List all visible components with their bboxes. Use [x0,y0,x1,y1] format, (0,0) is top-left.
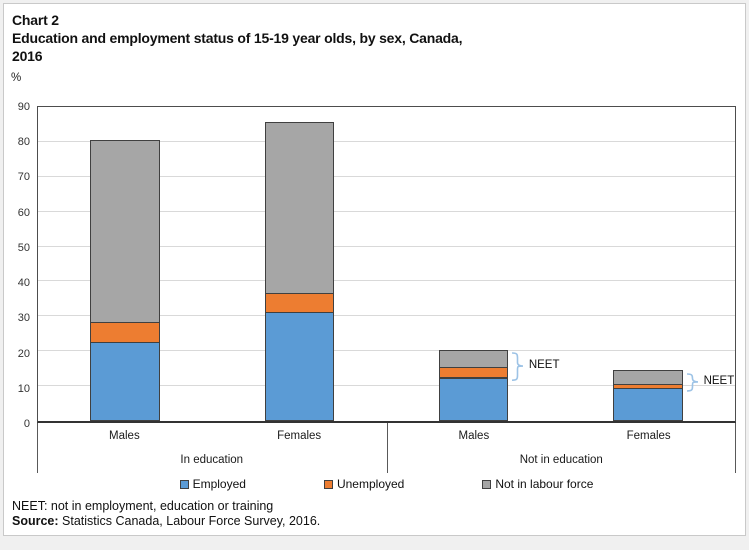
y-tick-label-90: 90 [17,101,30,113]
chart-number-label: Chart 2 [12,12,59,28]
group-axis-row: In education Not in education [37,454,736,470]
plot-area [37,106,736,423]
y-tick-label-30: 30 [17,312,30,325]
group-label-1: Not in education [519,454,603,466]
bar-segment-unemployed [438,366,509,379]
neet-brace-icon [511,352,523,381]
source-label: Source: [12,514,59,528]
gridline-70 [38,175,735,177]
bar-segment-unemployed [90,322,160,343]
legend-item-not-in-labour-force: Not in labour force [482,477,593,491]
bar-segment-employed [90,341,160,421]
source-note: Source: Statistics Canada, Labour Force … [12,514,320,529]
legend-swatch-not-in-labour-force [482,479,492,489]
y-tick-label-0: 0 [23,418,30,430]
bar-segment-unemployed [264,293,335,313]
y-tick-label-10: 10 [17,382,30,395]
neet-label: NEET [528,358,560,371]
bar-segment-employed [264,311,335,421]
axis-separator-2 [735,423,736,473]
category-label-0: Males [109,430,140,442]
footnotes: NEET: not in employment, education or tr… [12,499,320,529]
legend-label: Employed [192,477,246,491]
source-text: Statistics Canada, Labour Force Survey, … [58,514,321,528]
y-tick-label-80: 80 [17,136,30,149]
y-axis-unit-label: % [11,72,22,84]
bar-segment-not-in-labour-force [613,370,683,385]
axis-separator-1 [386,423,388,473]
y-tick-label-40: 40 [17,277,30,290]
y-axis-tick-labels: 0 10 20 30 40 50 60 70 80 90 [4,101,32,430]
legend-label: Unemployed [336,477,405,491]
category-axis-row: Males Females Males Females [37,430,736,446]
neet-brace-icon [686,372,698,392]
y-tick-label-20: 20 [17,347,30,360]
legend: Employed Unemployed Not in labour force [37,477,736,491]
bar-segment-not-in-labour-force [264,122,335,295]
legend-swatch-employed [179,479,189,489]
title-block: Chart 2 Education and employment status … [12,11,462,65]
neet-definition-note: NEET: not in employment, education or tr… [12,499,274,513]
neet-annotation: NEET [686,372,734,398]
gridline-50 [38,245,735,247]
chart-card: Chart 2 Education and employment status … [3,3,746,536]
legend-item-unemployed: Unemployed [323,477,405,491]
gridline-30 [38,315,735,317]
y-tick-label-60: 60 [17,206,30,219]
bar-segment-employed [613,387,683,421]
neet-annotation: NEET [511,352,559,388]
category-label-3: Females [626,430,671,442]
chart-title-line2: 2016 [12,48,43,64]
gridline-60 [38,210,735,212]
category-label-1: Females [277,430,322,442]
bar-segment-not-in-labour-force [90,139,160,324]
gridline-40 [38,280,735,282]
axis-separator-0 [37,423,38,473]
gridline-20 [38,350,735,352]
group-label-0: In education [180,454,244,466]
gridline-10 [38,385,735,387]
chart-title-line1: Education and employment status of 15-19… [12,30,463,46]
bar-segment-not-in-labour-force [438,349,509,368]
legend-swatch-unemployed [323,479,333,489]
gridline-80 [38,140,735,142]
category-label-2: Males [458,430,490,442]
y-tick-label-70: 70 [17,171,30,184]
y-tick-label-50: 50 [17,241,30,254]
bar-segment-employed [438,377,509,421]
neet-label: NEET [703,374,735,387]
legend-item-employed: Employed [179,477,246,491]
legend-label: Not in labour force [495,477,594,491]
